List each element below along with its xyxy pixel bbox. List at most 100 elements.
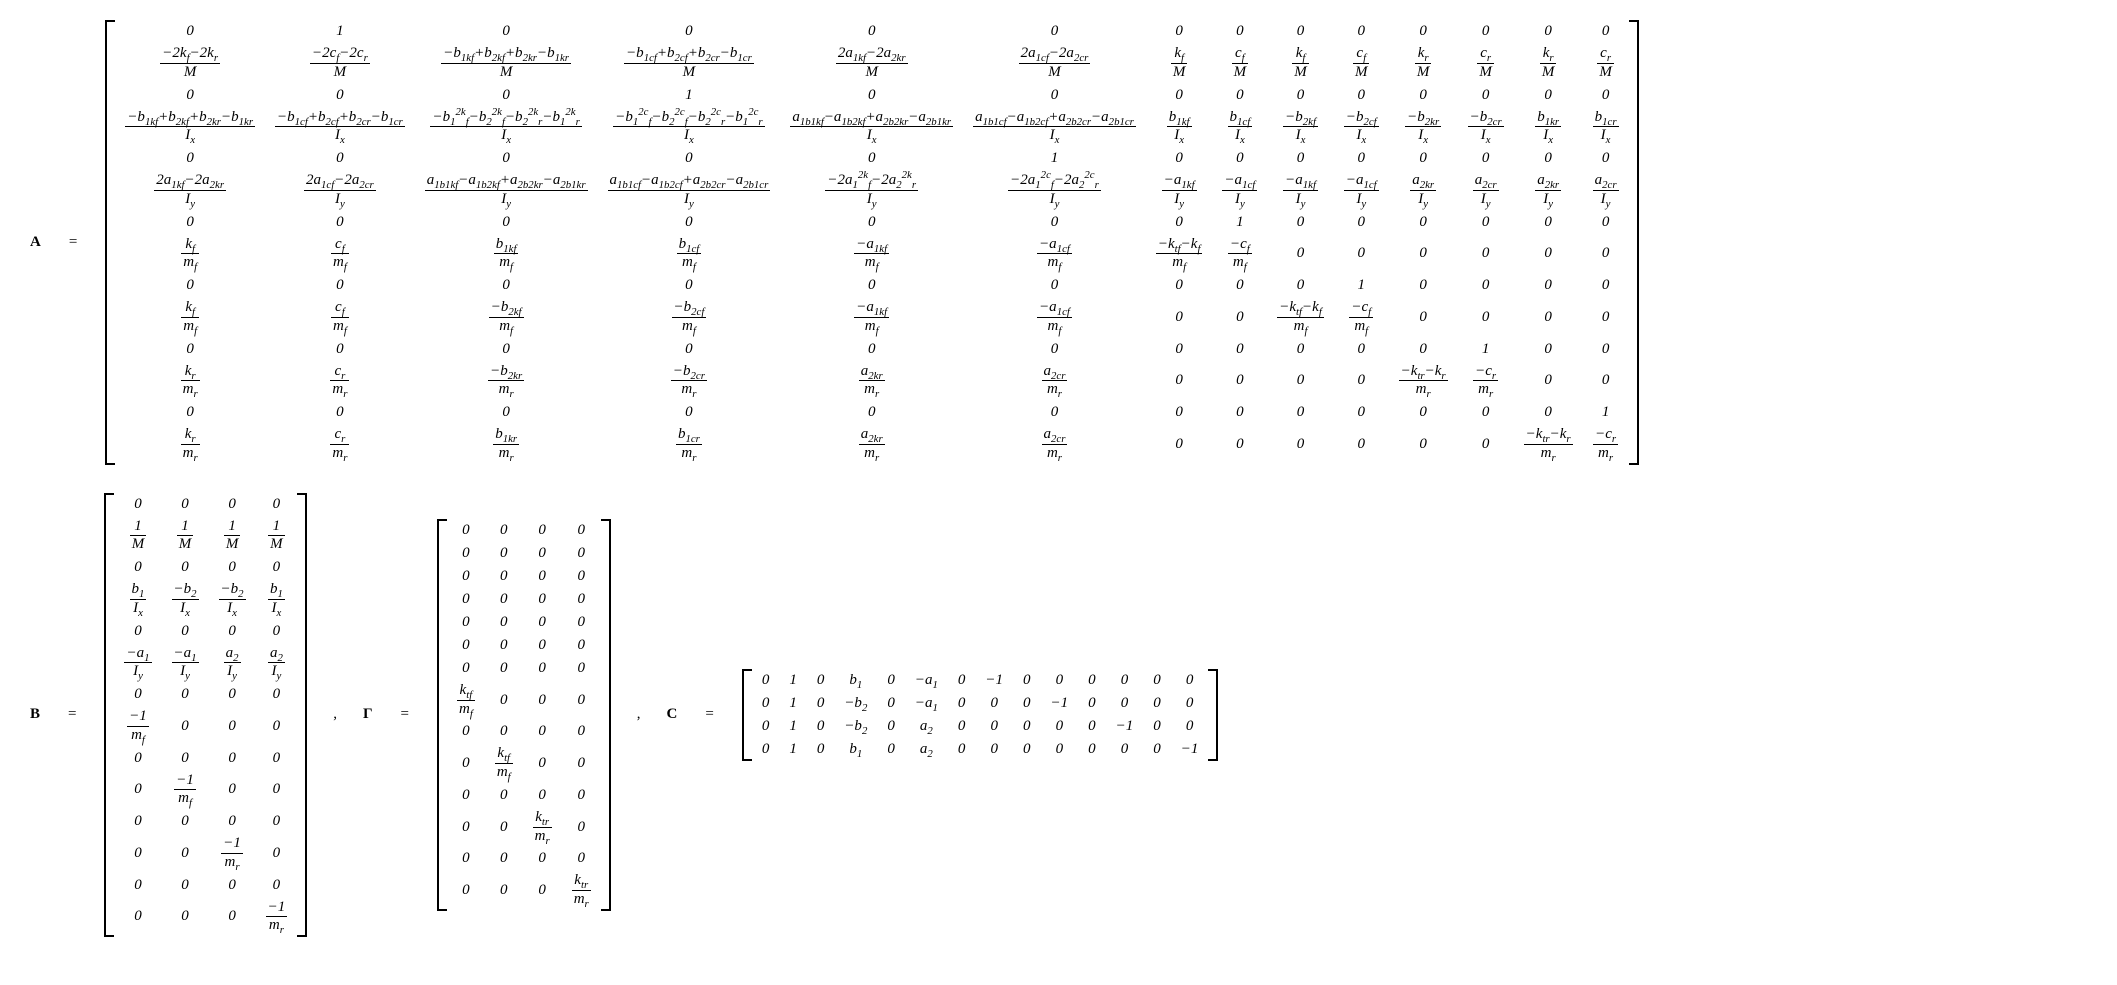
matrix-cell: −2a12cf−2a22crIy (963, 170, 1146, 211)
matrix-cell: 2a1cf−2a2crIy (265, 170, 415, 211)
matrix-row: 00010000000000 (115, 84, 1628, 107)
matrix-cell: −cfmf (1334, 297, 1389, 338)
matrix-cell: 0 (807, 669, 835, 692)
matrix-cell: −a1kfIy (1146, 170, 1213, 211)
matrix-cell: 0 (948, 715, 976, 738)
matrix-row: 2a1kf−2a2krIy2a1cf−2a2crIya1b1kf−a1b2kf+… (115, 170, 1628, 211)
matrix-cell: 0 (209, 706, 256, 747)
matrix-cell: 0 (1334, 361, 1389, 402)
matrix-Gamma-wrap: 0000000000000000000000000000ktfmf0000000… (437, 519, 611, 911)
matrix-cell: −1 (975, 669, 1013, 692)
matrix-cell: b1krIx (1514, 107, 1583, 148)
matrix-cell: 0 (1267, 361, 1334, 402)
matrix-C-wrap: 010b10−a10−1000000010−b20−a1000−10000010… (742, 669, 1219, 761)
matrix-cell: 0 (1267, 234, 1334, 275)
matrix-cell: 0 (807, 715, 835, 738)
matrix-cell: b1crmr (598, 424, 781, 465)
matrix-cell: b1crIx (1583, 107, 1629, 148)
matrix-cell: 0 (1146, 297, 1213, 338)
matrix-cell: 0 (523, 565, 562, 588)
matrix-cell: 0 (1458, 20, 1514, 43)
matrix-cell: ktfmf (447, 680, 485, 721)
matrix-cell: 2a1cf−2a2crM (963, 43, 1146, 84)
matrix-cell: 0 (780, 274, 963, 297)
matrix-cell: 0 (1389, 211, 1458, 234)
matrix-cell: −a1Iy (114, 643, 161, 684)
matrix-cell: −1mr (256, 897, 298, 938)
matrix-cell: 0 (256, 833, 298, 874)
matrix-cell: a2 (905, 738, 948, 761)
matrix-cell: −1 (1106, 715, 1144, 738)
matrix-row: 0000 (447, 634, 601, 657)
matrix-cell: 0 (1041, 669, 1079, 692)
matrix-cell: b1kfIx (1146, 107, 1213, 148)
matrix-cell: 0 (256, 556, 298, 579)
matrix-cell: 0 (1334, 234, 1389, 275)
matrix-cell: 0 (256, 747, 298, 770)
matrix-cell: 0 (485, 720, 523, 743)
equals-sign: = (63, 234, 83, 251)
matrix-cell: 0 (1143, 715, 1171, 738)
matrix-cell: 0 (415, 84, 598, 107)
matrix-row: 0000 (447, 847, 601, 870)
matrix-cell: 0 (1146, 211, 1213, 234)
matrix-cell: −a1kfmf (780, 297, 963, 338)
matrix-B: 00001M1M1M1M0000b1Ix−b2Ix−b2Ixb1Ix0000−a… (114, 493, 297, 938)
matrix-cell: 0 (447, 784, 485, 807)
matrix-cell: 0 (447, 807, 485, 848)
matrix-row: −a1Iy−a1Iya2Iya2Iy (114, 643, 297, 684)
matrix-cell: 0 (209, 810, 256, 833)
matrix-cell: 0 (975, 692, 1013, 715)
matrix-cell: 0 (1267, 424, 1334, 465)
matrix-cell: 0 (447, 519, 485, 542)
matrix-cell: −b2Ix (209, 579, 256, 620)
matrix-cell: b1krmr (415, 424, 598, 465)
matrix-cell: −1 (1041, 692, 1079, 715)
matrix-cell: 0 (1146, 20, 1213, 43)
matrix-cell: 0 (523, 680, 562, 721)
matrix-cell: 0 (562, 565, 601, 588)
matrix-cell: −ktr−krmr (1389, 361, 1458, 402)
matrix-cell: 0 (1212, 84, 1267, 107)
matrix-cell: 0 (1212, 274, 1267, 297)
matrix-cell: 0 (485, 807, 523, 848)
matrix-cell: crmr (265, 424, 415, 465)
matrix-row: 00000000000001 (115, 401, 1628, 424)
matrix-cell: 0 (415, 211, 598, 234)
matrix-cell: 0 (415, 338, 598, 361)
matrix-cell: −b2 (834, 715, 877, 738)
matrix-cell: 2a1kf−2a2krM (780, 43, 963, 84)
matrix-cell: −1mf (114, 706, 161, 747)
matrix-cell: 0 (1583, 84, 1629, 107)
matrix-cell: 0 (162, 683, 209, 706)
matrix-cell: 0 (1334, 401, 1389, 424)
matrix-cell: b1 (834, 669, 877, 692)
matrix-cell: −a1cfIy (1334, 170, 1389, 211)
matrix-cell: krmr (115, 361, 265, 402)
matrix-cell: 0 (114, 620, 161, 643)
matrix-A-wrap: 01000000000000−2kf−2krM−2cf−2crM−b1kf+b2… (105, 20, 1638, 465)
matrix-cell: 0 (447, 743, 485, 784)
matrix-cell: 0 (1458, 424, 1514, 465)
matrix-cell: 0 (1106, 669, 1144, 692)
matrix-cell: 0 (265, 211, 415, 234)
matrix-cell: krM (1514, 43, 1583, 84)
matrix-cell: 0 (1334, 20, 1389, 43)
matrix-cell: cfM (1212, 43, 1267, 84)
matrix-cell: a2krIy (1389, 170, 1458, 211)
separator: , (329, 706, 341, 723)
matrix-cell: 0 (752, 738, 780, 761)
matrix-cell: 0 (209, 683, 256, 706)
label-Gamma: Γ (363, 706, 373, 723)
matrix-cell: 0 (598, 274, 781, 297)
matrix-cell: cfmf (265, 234, 415, 275)
matrix-cell: −b2Ix (162, 579, 209, 620)
matrix-cell: 1M (256, 516, 298, 557)
matrix-cell: 0 (447, 565, 485, 588)
matrix-cell: 0 (1583, 361, 1629, 402)
matrix-cell: 0 (415, 147, 598, 170)
matrix-row: ktfmf000 (447, 680, 601, 721)
bracket-left-icon (105, 20, 115, 465)
matrix-cell: 0 (1146, 424, 1213, 465)
bracket-right-icon (601, 519, 611, 911)
